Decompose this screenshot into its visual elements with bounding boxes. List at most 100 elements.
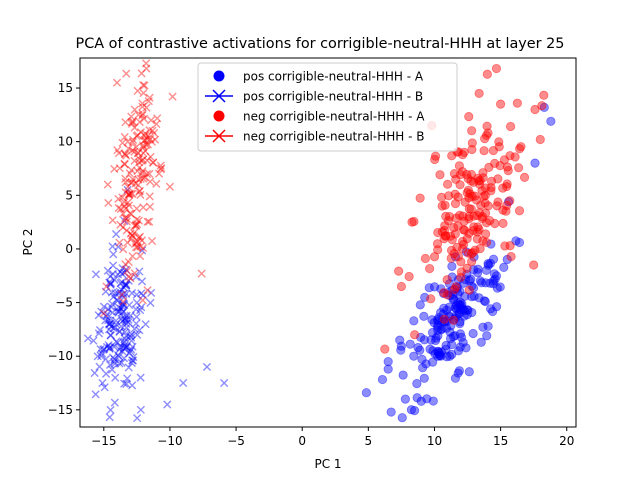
data-point bbox=[168, 92, 177, 101]
data-point bbox=[148, 126, 157, 135]
data-point bbox=[406, 405, 416, 415]
data-point bbox=[396, 345, 406, 355]
data-point bbox=[451, 282, 461, 292]
data-point bbox=[119, 293, 128, 302]
data-point bbox=[141, 129, 150, 138]
data-point bbox=[114, 303, 123, 312]
data-point bbox=[417, 354, 427, 364]
data-point bbox=[457, 236, 468, 247]
data-point bbox=[139, 174, 148, 183]
data-point bbox=[469, 252, 479, 262]
data-point bbox=[108, 299, 117, 309]
data-point bbox=[421, 359, 431, 369]
data-point bbox=[431, 333, 441, 343]
data-point bbox=[106, 330, 115, 340]
data-point bbox=[530, 104, 540, 115]
data-point bbox=[514, 237, 525, 248]
data-point bbox=[124, 318, 133, 327]
data-point bbox=[150, 135, 160, 144]
data-point bbox=[501, 206, 511, 216]
data-point bbox=[108, 261, 118, 270]
data-point bbox=[97, 349, 107, 358]
data-point bbox=[127, 209, 136, 219]
data-point bbox=[415, 193, 425, 203]
data-point bbox=[114, 307, 123, 316]
data-point bbox=[110, 164, 119, 174]
data-point bbox=[123, 182, 133, 191]
data-point bbox=[455, 286, 465, 296]
data-point bbox=[436, 192, 447, 202]
data-point bbox=[135, 267, 144, 276]
data-point bbox=[105, 319, 114, 328]
data-point bbox=[452, 283, 462, 294]
data-point bbox=[138, 168, 147, 178]
data-point bbox=[104, 320, 114, 329]
x-tick-label: 20 bbox=[559, 434, 574, 448]
data-point bbox=[396, 281, 407, 292]
data-point bbox=[479, 146, 489, 156]
data-point bbox=[433, 347, 443, 357]
data-point bbox=[462, 234, 472, 244]
data-point bbox=[475, 244, 485, 254]
data-point bbox=[447, 235, 457, 245]
data-point bbox=[458, 150, 468, 160]
data-point bbox=[433, 351, 443, 361]
data-point bbox=[127, 333, 136, 342]
data-point bbox=[481, 278, 491, 288]
data-point bbox=[136, 174, 145, 183]
data-point bbox=[120, 379, 129, 388]
data-point bbox=[120, 315, 129, 324]
data-point bbox=[119, 307, 128, 316]
data-point bbox=[147, 288, 156, 297]
data-point bbox=[471, 195, 482, 205]
data-point bbox=[409, 216, 419, 227]
data-point bbox=[111, 289, 120, 298]
data-point bbox=[480, 134, 490, 144]
legend-label: neg corrigible-neutral-HHH - A bbox=[243, 110, 425, 124]
data-point bbox=[440, 200, 450, 210]
data-point bbox=[445, 351, 455, 361]
data-point bbox=[109, 292, 118, 301]
data-point bbox=[413, 343, 423, 353]
data-point bbox=[104, 325, 114, 334]
data-point bbox=[394, 266, 404, 276]
data-point bbox=[143, 286, 152, 295]
data-point bbox=[120, 202, 129, 211]
data-point bbox=[488, 279, 499, 289]
data-point bbox=[476, 278, 487, 288]
data-point bbox=[441, 211, 451, 221]
data-point bbox=[488, 145, 498, 156]
data-point bbox=[470, 191, 480, 201]
data-point bbox=[96, 345, 105, 354]
y-tick-label: −15 bbox=[48, 403, 73, 417]
data-point bbox=[113, 338, 122, 347]
data-point bbox=[119, 354, 129, 363]
data-point bbox=[466, 274, 476, 284]
data-point bbox=[124, 201, 134, 210]
data-point bbox=[452, 242, 462, 252]
data-point bbox=[163, 400, 172, 409]
data-point bbox=[91, 390, 100, 399]
data-point bbox=[135, 117, 144, 127]
data-point bbox=[113, 146, 122, 155]
data-point bbox=[140, 81, 149, 90]
data-point bbox=[416, 396, 426, 406]
data-point bbox=[132, 131, 141, 141]
data-point bbox=[455, 297, 465, 307]
data-point bbox=[130, 123, 139, 132]
data-point bbox=[481, 229, 491, 239]
data-point bbox=[442, 316, 452, 326]
data-point bbox=[429, 282, 440, 292]
data-point bbox=[539, 90, 549, 100]
data-point bbox=[450, 373, 461, 383]
data-point bbox=[383, 364, 393, 374]
data-point bbox=[132, 290, 141, 299]
data-point bbox=[111, 316, 121, 325]
data-point bbox=[127, 178, 136, 188]
data-point bbox=[444, 312, 454, 322]
y-tick-label: 0 bbox=[65, 242, 73, 256]
data-point bbox=[127, 358, 136, 368]
data-point bbox=[132, 243, 141, 252]
data-point bbox=[137, 303, 146, 312]
data-point bbox=[120, 132, 129, 142]
